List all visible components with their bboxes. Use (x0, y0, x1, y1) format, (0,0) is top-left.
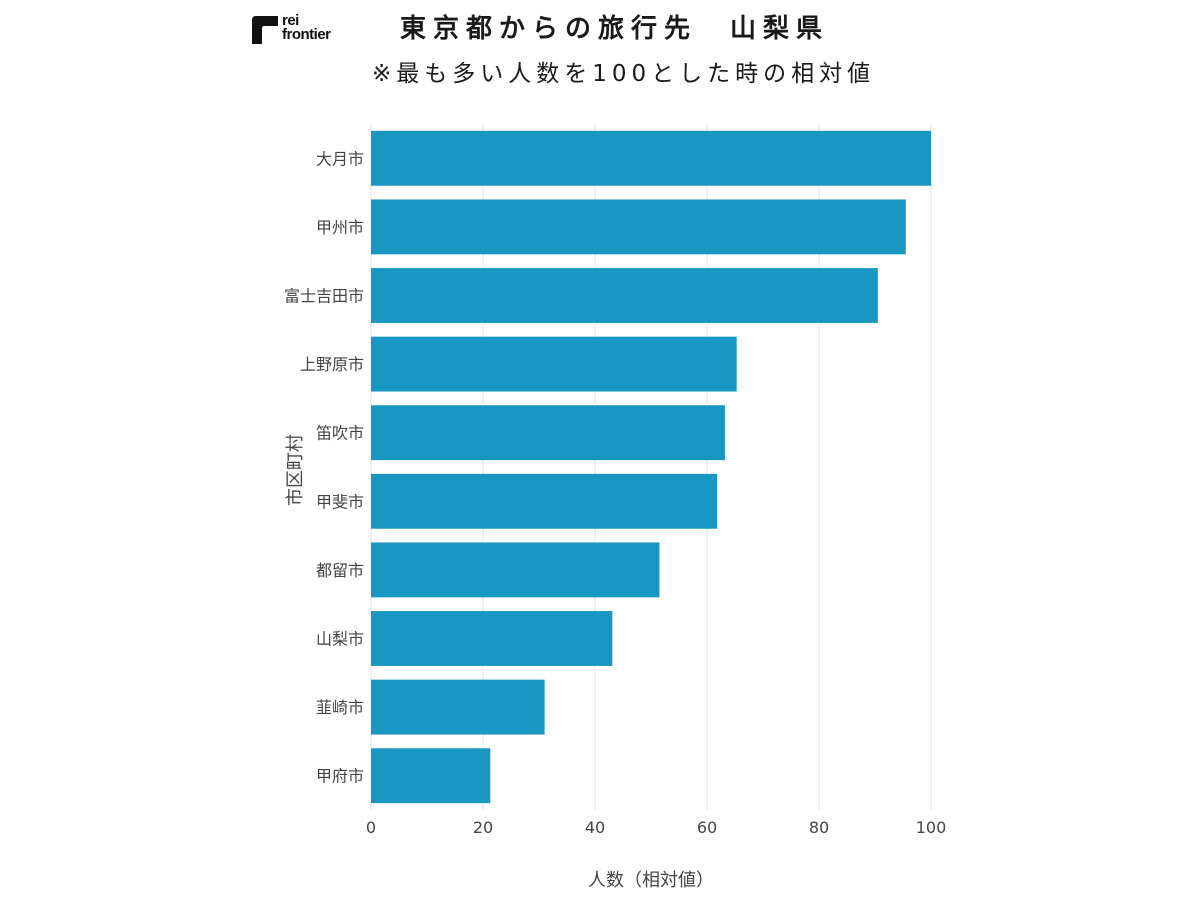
x-axis-label: 人数（相対値） (588, 870, 714, 891)
logo-text-line2: frontier (282, 26, 331, 43)
logo-text-line1: rei (282, 12, 299, 29)
chart-title: 東京都からの旅行先 山梨県 (400, 14, 830, 44)
y-tick-label: 甲府市 (316, 767, 364, 786)
y-tick-label: 富士吉田市 (284, 287, 364, 306)
bar (371, 542, 660, 598)
bar (371, 336, 737, 392)
y-tick-label: 都留市 (316, 561, 364, 580)
x-tick-label: 40 (585, 818, 605, 837)
logo-text: rei frontier (282, 12, 331, 43)
bar (371, 611, 613, 666)
x-tick-label: 0 (366, 818, 376, 837)
bar (371, 268, 878, 323)
chart-subtitle: ※最も多い人数を100とした時の相対値 (372, 61, 876, 87)
y-tick-label: 甲斐市 (316, 492, 364, 511)
bar (371, 748, 491, 804)
x-tick-label: 80 (809, 818, 829, 837)
x-tick-label: 20 (473, 818, 493, 837)
bar (371, 473, 718, 529)
y-tick-label: 大月市 (316, 149, 364, 168)
bar (371, 405, 725, 461)
x-tick-label: 60 (697, 818, 717, 837)
y-tick-label: 山梨市 (316, 630, 364, 649)
logo-mark-icon (252, 16, 278, 44)
bar (371, 130, 931, 186)
bar (371, 679, 545, 735)
x-tick-label: 100 (916, 818, 947, 837)
y-axis-label: 市区町村 (285, 434, 306, 506)
y-tick-label: 韮崎市 (316, 698, 364, 717)
brand-logo: rei frontier (252, 12, 352, 48)
y-tick-label: 上野原市 (300, 355, 364, 374)
bar (371, 199, 906, 255)
y-tick-label: 笛吹市 (316, 424, 364, 443)
y-tick-label: 甲州市 (316, 218, 364, 237)
